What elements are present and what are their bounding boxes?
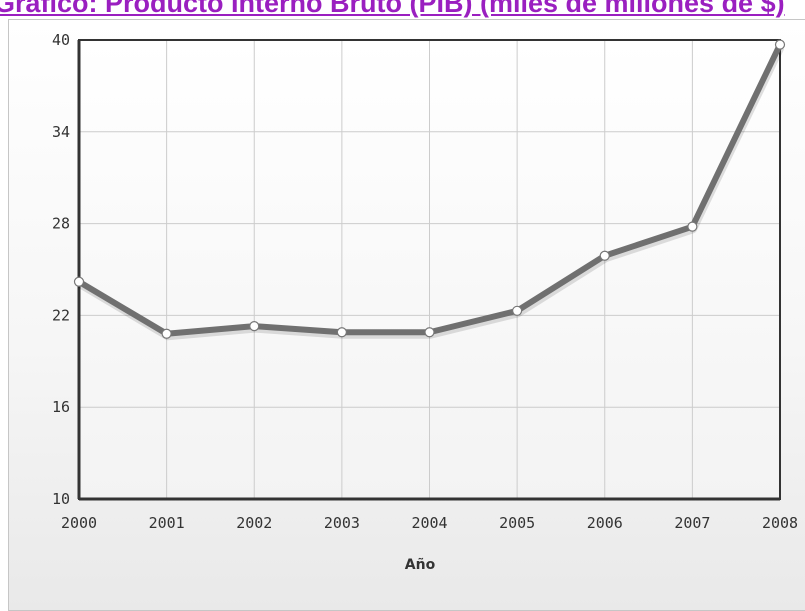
x-tick-label-2002: 2002 [236, 514, 272, 532]
x-tick-label-2000: 2000 [61, 514, 97, 532]
data-point-2004 [424, 327, 435, 338]
data-point-2008 [774, 39, 786, 50]
x-tick-label-2007: 2007 [674, 514, 710, 532]
x-tick-label-2004: 2004 [411, 514, 447, 532]
x-tick-label-2006: 2006 [587, 514, 623, 532]
data-point-2000 [73, 276, 85, 287]
y-tick-label-10: 10 [52, 490, 70, 508]
x-tick-label-2001: 2001 [149, 514, 185, 532]
y-tick-label-16: 16 [52, 398, 70, 416]
data-point-2005 [512, 305, 523, 316]
y-tick-label-22: 22 [52, 306, 70, 324]
data-point-2003 [336, 327, 347, 338]
series-layer [73, 39, 786, 341]
grid-lines [79, 39, 780, 499]
tick-labels: 10 16 22 28 34 40 2000 2001 2002 2003 2004 2005 2006… [52, 31, 798, 532]
data-point-2001 [161, 328, 172, 339]
data-point-2002 [249, 321, 260, 332]
y-tick-label-40: 40 [52, 31, 70, 49]
title-bar: Gráfico: Producto Interno Bruto (PIB) (m… [0, 0, 805, 22]
data-point-2006 [599, 250, 610, 261]
y-tick-label-34: 34 [52, 123, 70, 141]
x-tick-label-2008: 2008 [762, 514, 798, 532]
x-tick-label-2005: 2005 [499, 514, 535, 532]
axes [77, 39, 781, 501]
x-tick-label-2003: 2003 [324, 514, 360, 532]
y-tick-label-28: 28 [52, 215, 70, 233]
data-point-2007 [687, 221, 698, 232]
x-axis-title: Año [405, 557, 436, 573]
chart-title[interactable]: Gráfico: Producto Interno Bruto (PIB) (m… [0, 0, 785, 18]
